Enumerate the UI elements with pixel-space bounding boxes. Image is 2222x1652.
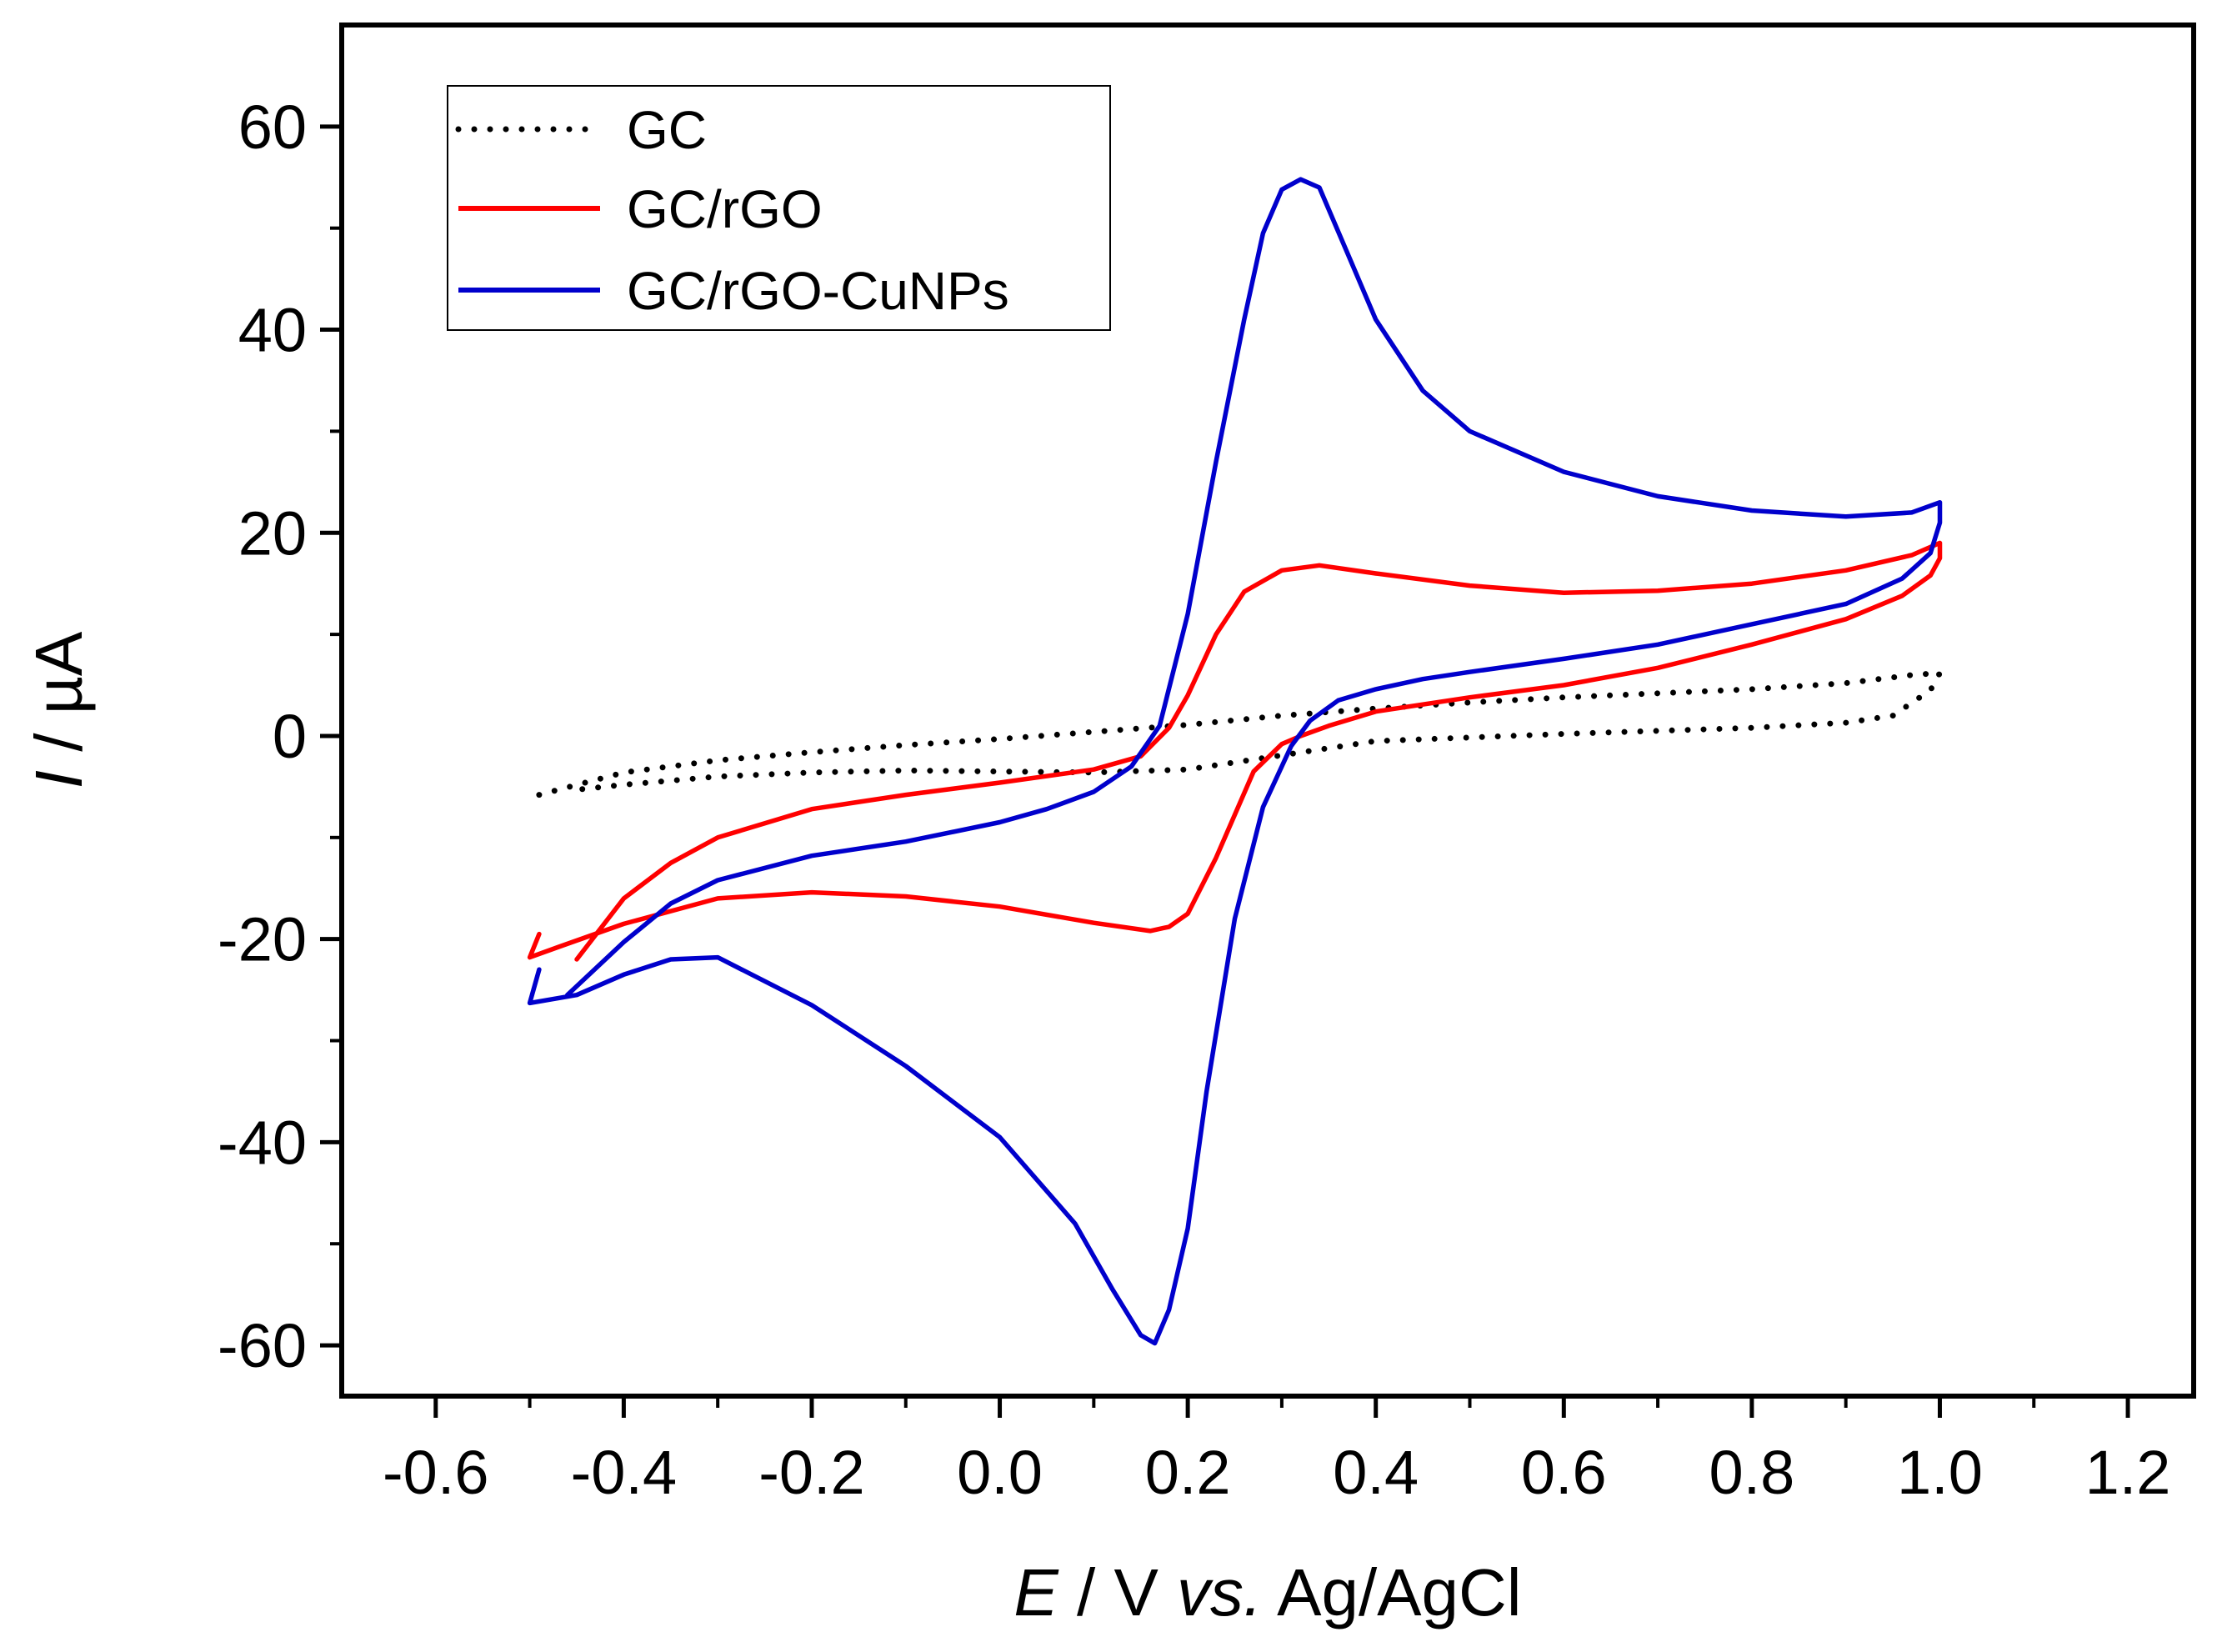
y-axis-title: I / µA: [22, 631, 96, 788]
x-tick-label: 0.4: [1333, 1438, 1419, 1507]
series-line-gc-rgo-cunps: [527, 177, 1943, 1346]
y-tick-label: 0: [273, 702, 307, 771]
x-tick-label: 0.6: [1521, 1438, 1607, 1507]
x-tick-label: 0.0: [957, 1438, 1043, 1507]
legend-label-gc-rgo: GC/rGO: [627, 179, 823, 239]
tick-labels-layer: -0.6 -0.4 -0.2 0.0 0.2 0.4 0.6 0.8 1.0 1.2 -60 -40 -…: [218, 93, 2170, 1507]
x-tick-label: 1.0: [1897, 1438, 1983, 1507]
x-tick-label: -0.2: [758, 1438, 865, 1507]
series-line-gc: [536, 669, 1943, 798]
y-tick-label: -40: [218, 1108, 307, 1177]
legend-label-gc: GC: [627, 100, 707, 160]
y-tick-label: 20: [238, 498, 307, 568]
y-tick-label: -20: [218, 905, 307, 974]
x-tick-label: -0.6: [383, 1438, 489, 1507]
y-tick-label: 40: [238, 296, 307, 365]
x-tick-label: 0.8: [1709, 1438, 1794, 1507]
legend: GC GC/rGO GC/rGO-CuNPs: [447, 85, 1111, 331]
x-tick-label: 0.2: [1145, 1438, 1231, 1507]
series-line-gc-rgo: [527, 540, 1943, 962]
series-layer: [527, 177, 1943, 1346]
x-axis-title: E / V vs. Ag/AgCl: [1013, 1555, 1521, 1629]
y-tick-label: 60: [238, 93, 307, 162]
plot-frame: [339, 23, 2196, 1399]
legend-label-gc-rgo-cunps: GC/rGO-CuNPs: [627, 261, 1009, 321]
x-tick-label: 1.2: [2085, 1438, 2171, 1507]
x-tick-label: -0.4: [571, 1438, 678, 1507]
y-tick-label: -60: [218, 1311, 307, 1380]
